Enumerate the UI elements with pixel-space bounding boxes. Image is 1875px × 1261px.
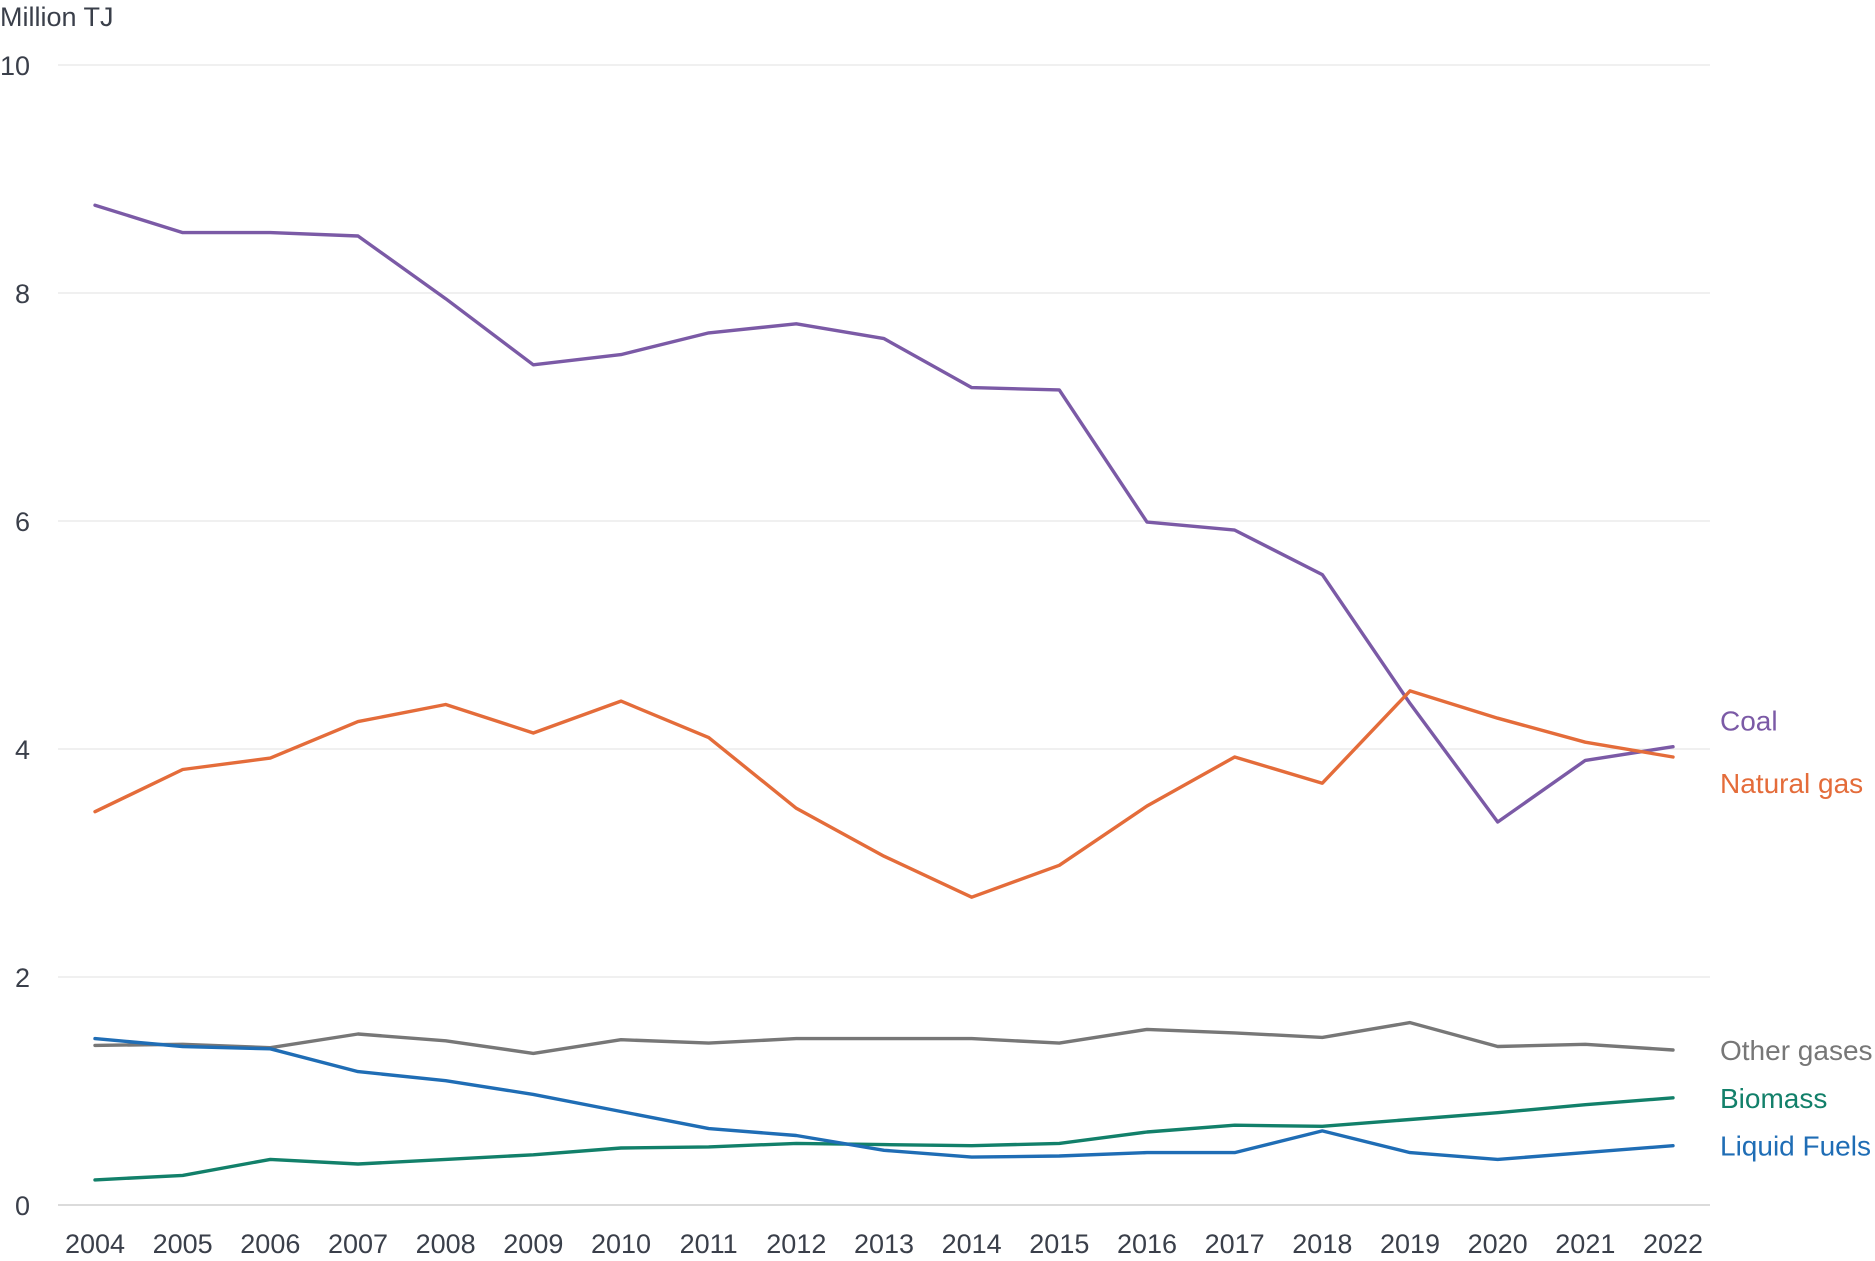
x-tick-label: 2005 [153, 1229, 213, 1259]
series-label-other-gases: Other gases [1720, 1035, 1873, 1066]
x-tick-label: 2017 [1205, 1229, 1265, 1259]
series-end-labels: Coal Natural gas Other gases Biomass Liquid … [1720, 706, 1873, 1162]
x-tick-label: 2008 [416, 1229, 476, 1259]
series-line-biomass [93, 1096, 1675, 1182]
series-label-natural-gas: Natural gas [1720, 768, 1863, 799]
x-tick-label: 2010 [591, 1229, 651, 1259]
series-label-biomass: Biomass [1720, 1083, 1827, 1114]
x-tick-label: 2018 [1292, 1229, 1352, 1259]
y-axis-unit-label: Million TJ [0, 2, 114, 32]
x-axis-ticks: 2004 2005 2006 2007 2008 2009 2010 2011 2012 2013… [65, 1229, 1703, 1259]
series-line-natural-gas [93, 689, 1675, 899]
x-tick-label: 2012 [766, 1229, 826, 1259]
x-tick-label: 2022 [1643, 1229, 1703, 1259]
x-tick-label: 2021 [1555, 1229, 1615, 1259]
x-tick-label: 2013 [854, 1229, 914, 1259]
x-tick-label: 2019 [1380, 1229, 1440, 1259]
x-tick-label: 2004 [65, 1229, 125, 1259]
x-tick-label: 2016 [1117, 1229, 1177, 1259]
series-label-coal: Coal [1720, 706, 1778, 737]
gridlines [58, 64, 1710, 1206]
x-tick-label: 2014 [942, 1229, 1002, 1259]
series-lines [93, 203, 1675, 1182]
series-label-liquid-fuels: Liquid Fuels [1720, 1131, 1871, 1162]
y-tick-label: 8 [15, 279, 30, 309]
y-tick-label: 4 [15, 735, 30, 765]
y-tick-label: 6 [15, 507, 30, 537]
x-tick-label: 2015 [1029, 1229, 1089, 1259]
series-line-other-gases [93, 1020, 1675, 1056]
y-tick-label: 0 [15, 1191, 30, 1221]
series-line-coal [93, 203, 1675, 824]
y-axis-ticks: 0 2 4 6 8 10 [0, 51, 30, 1221]
x-tick-label: 2007 [328, 1229, 388, 1259]
x-tick-label: 2011 [680, 1229, 738, 1259]
series-line-liquid-fuels [93, 1036, 1675, 1162]
x-tick-label: 2009 [503, 1229, 563, 1259]
x-tick-label: 2020 [1468, 1229, 1528, 1259]
y-tick-label: 2 [15, 963, 30, 993]
x-tick-label: 2006 [240, 1229, 300, 1259]
y-tick-label: 10 [0, 51, 30, 81]
